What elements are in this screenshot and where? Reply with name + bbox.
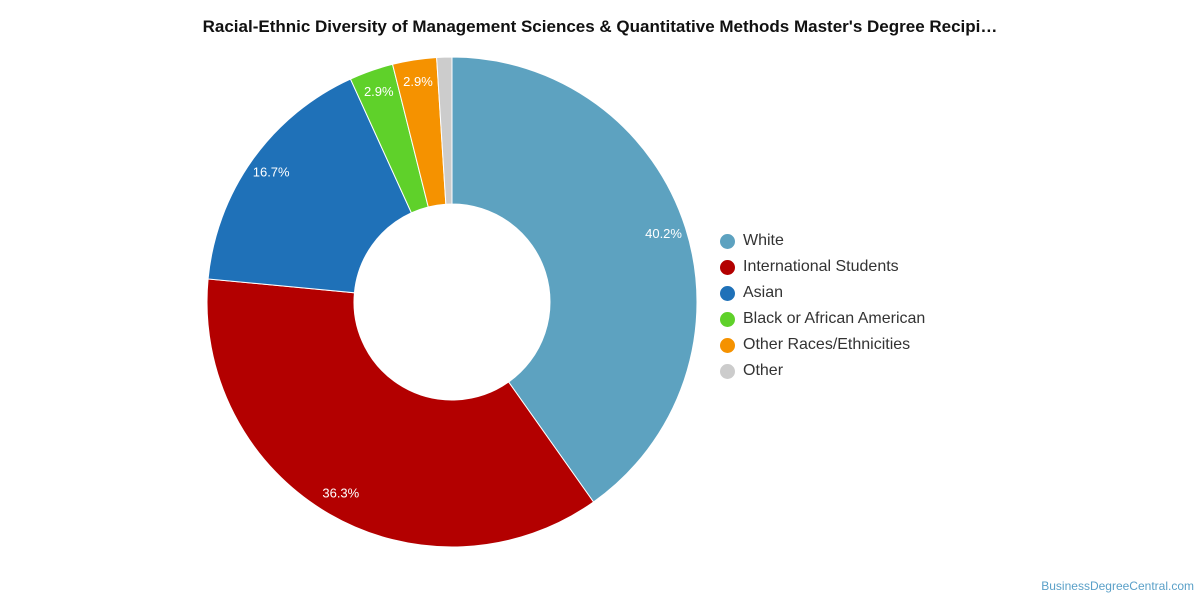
data-label-international-students: 36.3% bbox=[322, 486, 359, 501]
data-label-white: 40.2% bbox=[645, 226, 682, 241]
source-credit: BusinessDegreeCentral.com bbox=[1041, 579, 1194, 593]
data-label-other-races-ethnicities: 2.9% bbox=[403, 74, 433, 89]
slice-international-students bbox=[206, 278, 595, 548]
legend-label: Other bbox=[743, 362, 784, 379]
legend-item-asian[interactable]: Asian bbox=[720, 280, 925, 306]
legend-swatch bbox=[720, 285, 735, 301]
legend-item-white[interactable]: White bbox=[720, 228, 925, 254]
legend-label: White bbox=[743, 232, 784, 249]
slice-asian bbox=[207, 78, 413, 294]
legend-swatch bbox=[720, 337, 735, 353]
legend-swatch bbox=[720, 259, 735, 275]
legend-swatch bbox=[720, 311, 735, 327]
legend-label: Black or African American bbox=[743, 310, 926, 327]
legend-swatch bbox=[720, 233, 735, 249]
data-label-asian: 16.7% bbox=[253, 165, 290, 180]
legend-label: Asian bbox=[743, 284, 784, 301]
legend-item-international-students[interactable]: International Students bbox=[720, 254, 925, 280]
legend-item-other-races-ethnicities[interactable]: Other Races/Ethnicities bbox=[720, 332, 925, 358]
chart-legend: White International Students Asian Black or… bbox=[720, 228, 925, 384]
data-label-black-or-african-american: 2.9% bbox=[364, 84, 394, 99]
legend-swatch bbox=[720, 363, 735, 379]
legend-item-other[interactable]: Other bbox=[720, 358, 925, 384]
legend-item-black-or-african-american[interactable]: Black or African American bbox=[720, 306, 925, 332]
legend-label: Other Races/Ethnicities bbox=[743, 336, 911, 353]
chart-title: Racial-Ethnic Diversity of Management Sc… bbox=[202, 17, 998, 36]
slice-white bbox=[451, 56, 698, 503]
legend-label: International Students bbox=[743, 258, 899, 275]
slice-other bbox=[436, 56, 453, 205]
